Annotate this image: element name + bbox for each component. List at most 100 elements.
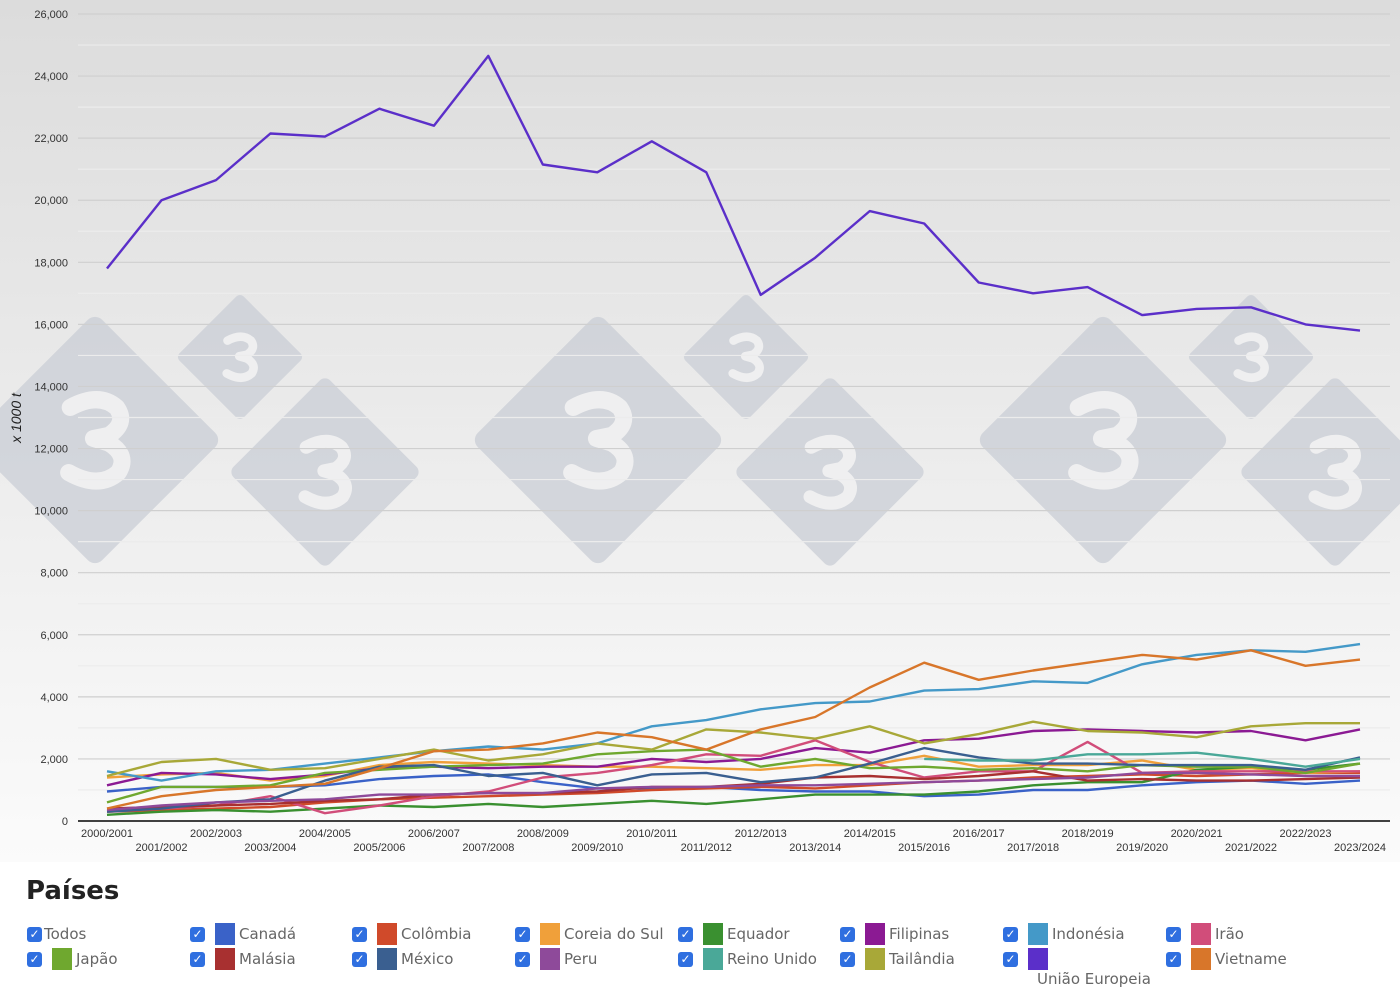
checkbox-checked-icon[interactable]: ✓ xyxy=(840,951,855,967)
y-tick-label: 20,000 xyxy=(34,195,68,207)
checkbox-checked-icon[interactable]: ✓ xyxy=(352,926,367,942)
y-tick-label: 10,000 xyxy=(34,506,68,518)
x-axis: 2000/20012001/20022002/20032003/20042004… xyxy=(81,828,1386,854)
legend-item[interactable]: ✓ Coreia do Sul xyxy=(515,923,664,945)
color-swatch xyxy=(377,923,397,945)
legend-item[interactable]: ✓ Equador xyxy=(678,923,790,945)
legend-item[interactable]: ✓ Todos xyxy=(27,923,86,945)
legend-item[interactable]: ✓ Japão xyxy=(27,948,118,970)
color-swatch xyxy=(1191,923,1211,945)
color-swatch xyxy=(540,948,560,970)
color-swatch xyxy=(703,948,723,970)
y-tick-label: 16,000 xyxy=(34,319,68,331)
legend-label: Vietname xyxy=(1215,950,1287,968)
checkbox-checked-icon[interactable]: ✓ xyxy=(27,926,42,942)
series-line-indonésia xyxy=(106,642,1361,782)
y-tick-label: 2,000 xyxy=(40,754,68,766)
color-swatch xyxy=(540,923,560,945)
checkbox-checked-icon[interactable]: ✓ xyxy=(1003,951,1018,967)
x-tick-label: 2002/2003 xyxy=(190,828,242,840)
legend-label: Japão xyxy=(76,950,118,968)
checkbox-checked-icon[interactable]: ✓ xyxy=(190,951,205,967)
y-tick-label: 14,000 xyxy=(34,381,68,393)
checkbox-checked-icon[interactable]: ✓ xyxy=(678,926,693,942)
checkbox-checked-icon[interactable]: ✓ xyxy=(515,926,530,942)
checkbox-checked-icon[interactable]: ✓ xyxy=(190,926,205,942)
series-line-reino-unido xyxy=(924,751,1361,768)
series-line-tailândia xyxy=(106,720,1360,778)
checkbox-checked-icon[interactable]: ✓ xyxy=(27,951,42,967)
x-tick-label: 2014/2015 xyxy=(844,828,896,840)
y-tick-label: 22,000 xyxy=(34,133,68,145)
checkbox-checked-icon[interactable]: ✓ xyxy=(840,926,855,942)
series-line-união-europeia xyxy=(106,54,1361,332)
x-tick-label: 2020/2021 xyxy=(1171,828,1223,840)
x-tick-label: 2012/2013 xyxy=(735,828,787,840)
checkbox-checked-icon[interactable]: ✓ xyxy=(515,951,530,967)
checkbox-checked-icon[interactable]: ✓ xyxy=(678,951,693,967)
legend-item[interactable]: ✓ Filipinas xyxy=(840,923,949,945)
legend-label: Irão xyxy=(1215,925,1244,943)
legend-item[interactable]: ✓ Reino Unido xyxy=(678,948,817,970)
y-tick-label: 4,000 xyxy=(40,692,68,704)
checkbox-checked-icon[interactable]: ✓ xyxy=(1003,926,1018,942)
x-tick-label: 2017/2018 xyxy=(1007,842,1059,854)
y-tick-label: 6,000 xyxy=(40,630,68,642)
legend-label: Malásia xyxy=(239,950,296,968)
legend-label: Peru xyxy=(564,950,598,968)
gridlines xyxy=(78,13,1390,822)
y-tick-label: 0 xyxy=(62,816,68,828)
legend-item[interactable]: ✓ Indonésia xyxy=(1003,923,1125,945)
x-tick-label: 2009/2010 xyxy=(571,842,623,854)
x-tick-label: 2010/2011 xyxy=(626,828,677,840)
legend-item[interactable]: ✓ Malásia xyxy=(190,948,296,970)
x-tick-label: 2021/2022 xyxy=(1225,842,1277,854)
legend-item[interactable]: ✓ Canadá xyxy=(190,923,296,945)
x-tick-label: 2008/2009 xyxy=(517,828,569,840)
watermark-logo-icon xyxy=(222,332,258,382)
checkbox-checked-icon[interactable]: ✓ xyxy=(1166,951,1181,967)
y-axis: 0 2,000 4,000 6,000 8,000 10,000 12,000 14,000 1… xyxy=(34,9,68,828)
x-tick-label: 2011/2012 xyxy=(681,842,732,854)
legend-item[interactable]: ✓ Irão xyxy=(1166,923,1244,945)
watermark-logo-icon xyxy=(60,391,131,490)
legend-label: Reino Unido xyxy=(727,950,817,968)
series-lines xyxy=(106,54,1361,816)
watermark-logo-icon xyxy=(1233,332,1269,382)
legend-label: Canadá xyxy=(239,925,297,943)
x-tick-label: 2018/2019 xyxy=(1062,828,1114,840)
legend-label: Indonésia xyxy=(1052,925,1125,943)
color-swatch xyxy=(377,948,397,970)
watermark xyxy=(0,294,1400,566)
legend-item[interactable]: ✓ xyxy=(1003,948,1052,970)
checkbox-checked-icon[interactable]: ✓ xyxy=(352,951,367,967)
legend-item[interactable]: ✓ Vietname xyxy=(1166,948,1287,970)
legend-item[interactable]: ✓ Peru xyxy=(515,948,597,970)
x-tick-label: 2015/2016 xyxy=(898,842,950,854)
legend-title: Países xyxy=(26,876,120,906)
checkbox-checked-icon[interactable]: ✓ xyxy=(1166,926,1181,942)
legend-label: Equador xyxy=(727,925,790,943)
legend-label: Colômbia xyxy=(401,925,472,943)
legend-item[interactable]: ✓ México xyxy=(352,948,453,970)
x-tick-label: 2022/2023 xyxy=(1280,828,1332,840)
legend-item[interactable]: ✓ Colômbia xyxy=(352,923,472,945)
color-swatch xyxy=(1028,923,1048,945)
y-axis-label: x 1000 t xyxy=(8,392,24,444)
y-tick-label: 12,000 xyxy=(34,444,68,456)
watermark-logo-icon xyxy=(1068,391,1139,490)
watermark-logo-icon xyxy=(1308,434,1363,510)
series-line-colômbia xyxy=(106,771,1360,813)
color-swatch xyxy=(215,923,235,945)
legend-label-uniao-europeia: União Europeia xyxy=(1037,970,1151,988)
legend-label: Tailândia xyxy=(889,950,955,968)
y-tick-label: 8,000 xyxy=(40,568,68,580)
legend: Países ✓ Todos ✓ Canadá ✓ Colômbia ✓ Coreia do … xyxy=(0,862,1400,1004)
color-swatch xyxy=(1191,948,1211,970)
watermark-logo-icon xyxy=(563,391,634,490)
color-swatch xyxy=(865,948,885,970)
x-tick-label: 2019/2020 xyxy=(1116,842,1168,854)
legend-label: México xyxy=(401,950,454,968)
legend-item[interactable]: ✓ Tailândia xyxy=(840,948,955,970)
series-line-peru xyxy=(106,771,1360,812)
